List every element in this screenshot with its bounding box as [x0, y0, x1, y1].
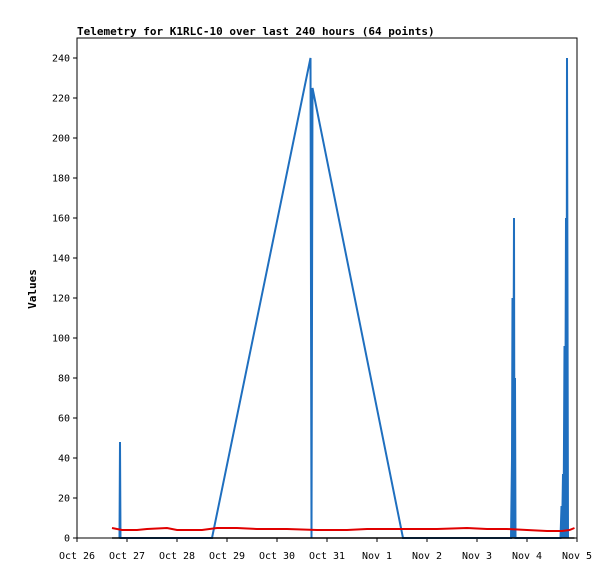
x-tick-label: Oct 26 [59, 551, 95, 562]
y-axis-ticks: 0 20 40 60 80 100 120 140 160 180 200 220 240 [52, 54, 77, 545]
y-tick-label: 0 [64, 534, 70, 545]
series-line-red [111, 526, 575, 532]
y-tick-label: 240 [52, 54, 70, 65]
x-tick-label: Oct 31 [309, 551, 345, 562]
x-tick-label: Oct 29 [209, 551, 245, 562]
series-line-blue [118, 57, 569, 539]
x-tick-label: Nov 3 [462, 551, 492, 562]
x-axis-ticks: Oct 26 Oct 27 Oct 28 Oct 29 Oct 30 Oct 31 Nov … [59, 538, 592, 562]
x-tick-label: Oct 30 [259, 551, 295, 562]
x-tick-label: Nov 5 [562, 551, 592, 562]
y-tick-label: 20 [58, 494, 70, 505]
y-tick-label: 40 [58, 454, 70, 465]
y-tick-label: 140 [52, 254, 70, 265]
x-tick-label: Oct 27 [109, 551, 145, 562]
x-tick-label: Nov 4 [512, 551, 542, 562]
y-tick-label: 180 [52, 174, 70, 185]
y-tick-label: 220 [52, 94, 70, 105]
y-tick-label: 80 [58, 374, 70, 385]
y-tick-label: 100 [52, 334, 70, 345]
series-group [111, 57, 575, 539]
x-tick-label: Nov 2 [412, 551, 442, 562]
y-tick-label: 120 [52, 294, 70, 305]
x-tick-label: Nov 1 [362, 551, 392, 562]
x-tick-label: Oct 28 [159, 551, 195, 562]
y-axis-label: Values [26, 269, 39, 309]
y-tick-label: 160 [52, 214, 70, 225]
plot-frame [76, 37, 578, 539]
y-tick-label: 60 [58, 414, 70, 425]
chart-title: Telemetry for K1RLC-10 over last 240 hou… [77, 25, 435, 38]
y-tick-label: 200 [52, 134, 70, 145]
